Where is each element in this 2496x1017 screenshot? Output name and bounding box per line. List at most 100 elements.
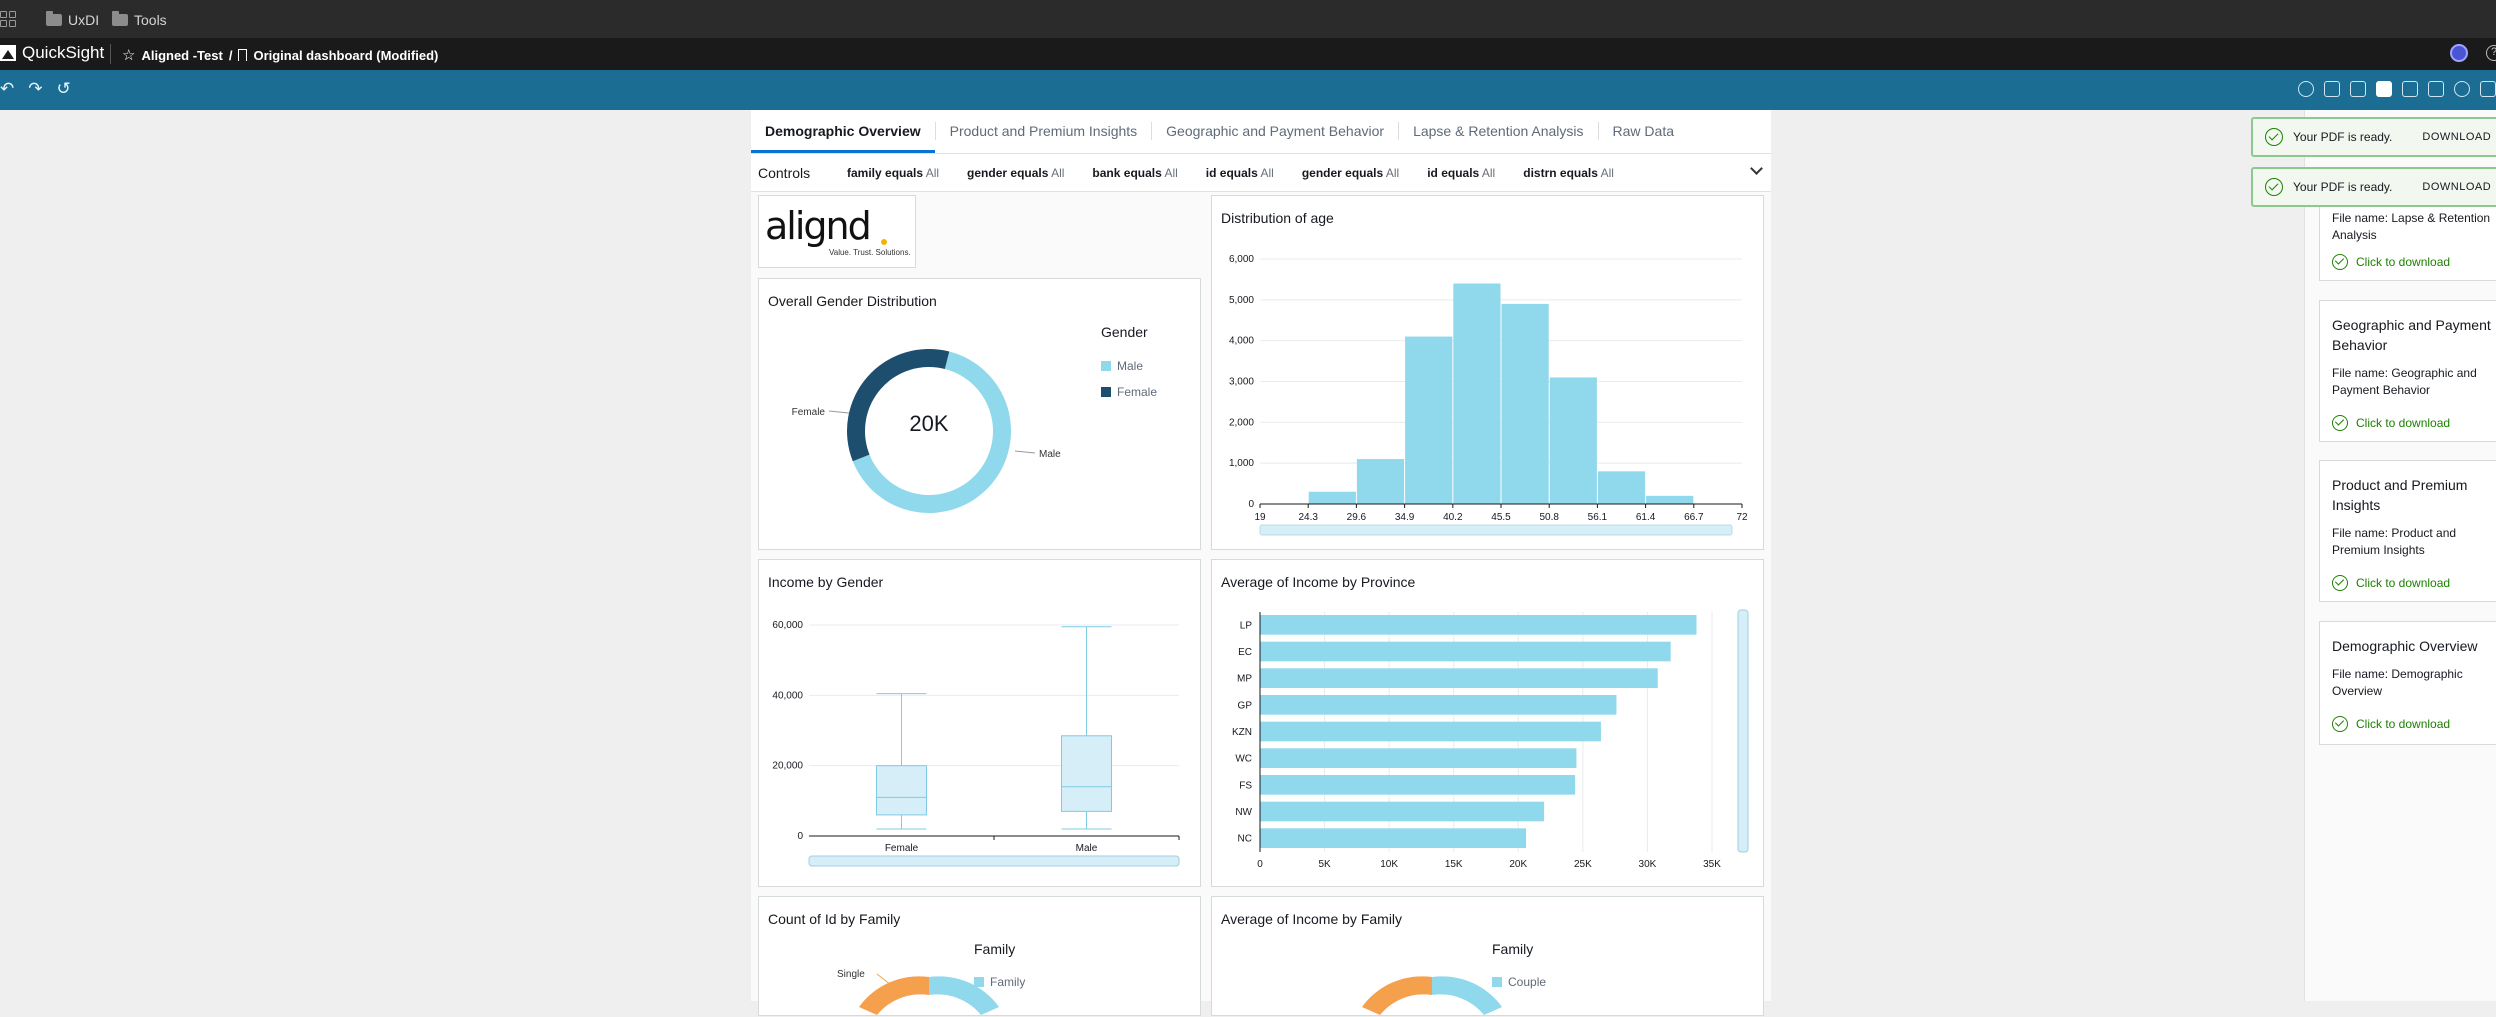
pdf-ready-toast: Your PDF is ready. DOWNLOAD (2251, 167, 2496, 207)
bookmark-label: UxDI (68, 12, 100, 28)
visual-title: Income by Gender (768, 574, 884, 590)
x-tick-label: 29.6 (1347, 512, 1367, 523)
toast-message: Your PDF is ready. (2293, 130, 2393, 144)
legend-item-female[interactable]: Female (1101, 385, 1157, 399)
x-tick-label: Male (1076, 843, 1098, 854)
reset-icon[interactable]: ↺ (56, 79, 71, 98)
download-button[interactable]: DOWNLOAD (2422, 131, 2492, 143)
control-id-2[interactable]: id equals All (1427, 165, 1496, 180)
dataset-icon[interactable] (2402, 81, 2418, 97)
histogram-bar (1356, 459, 1405, 504)
check-circle-icon (2332, 415, 2348, 431)
x-tick-label: 20K (1509, 859, 1527, 870)
legend-item-male[interactable]: Male (1101, 359, 1143, 373)
visual-title: Distribution of age (1221, 210, 1334, 226)
gender-distribution-visual[interactable]: Overall Gender Distribution 20K Female M… (758, 278, 1201, 550)
age-distribution-visual[interactable]: Distribution of age 0 1,000 2,000 3,000 4,00… (1211, 195, 1764, 550)
save-icon[interactable] (2428, 81, 2444, 97)
app-header: QuickSight ☆ Aligned -Test / Original da… (0, 38, 2496, 70)
histogram-bar (1405, 336, 1453, 504)
income-by-province-visual[interactable]: Average of Income by Province 0 5K 10K 15K 2… (1211, 559, 1764, 887)
control-bank[interactable]: bank equals All (1092, 165, 1178, 180)
x-tick-label: Female (885, 843, 919, 854)
controls-title: Controls (758, 164, 811, 181)
control-gender-2[interactable]: gender equals All (1301, 165, 1400, 180)
download-link[interactable]: Click to download (2332, 575, 2450, 591)
download-link[interactable]: Click to download (2332, 716, 2450, 732)
control-family[interactable]: family equals All (847, 165, 940, 180)
x-tick-label: 0 (1257, 859, 1263, 870)
bookmark-uxdi[interactable]: UxDI (46, 10, 99, 30)
control-gender[interactable]: gender equals All (967, 165, 1065, 180)
help-icon[interactable]: ? (2486, 45, 2496, 61)
tab-raw-data[interactable]: Raw Data (1612, 123, 1674, 139)
y-tick-label: 20,000 (772, 761, 803, 772)
download-button[interactable]: DOWNLOAD (2422, 181, 2492, 193)
y-tick-label: NC (1238, 834, 1252, 845)
legend-item-couple[interactable]: Couple (1492, 975, 1546, 989)
redo-icon[interactable]: ↷ (28, 79, 43, 98)
branch-icon[interactable] (2324, 81, 2340, 97)
apps-grid-icon[interactable] (0, 11, 16, 27)
visual-title: Average of Income by Province (1221, 574, 1416, 590)
bookmark-tools[interactable]: Tools (112, 10, 167, 30)
income-by-family-visual[interactable]: Average of Income by Family Family Coupl… (1211, 896, 1764, 1016)
control-distrn[interactable]: distrn equals All (1523, 165, 1614, 180)
y-tick-label: LP (1240, 620, 1253, 631)
count-by-family-visual[interactable]: Count of Id by Family Single Family Fami… (758, 896, 1201, 1016)
collapse-icon[interactable] (2480, 81, 2496, 97)
bookmark-toolbar-icon[interactable] (2350, 81, 2366, 97)
brand-logo-dot (881, 239, 887, 245)
chevron-down-icon[interactable] (1750, 162, 1763, 175)
success-icon (2265, 178, 2283, 196)
x-tick-label: 34.9 (1395, 512, 1415, 523)
legend-swatch (1492, 977, 1502, 987)
download-card-product: Product and Premium Insights File name: … (2319, 460, 2496, 602)
share-icon[interactable] (2454, 81, 2470, 97)
export-icon[interactable] (2376, 81, 2392, 97)
income-boxplot-chart: 0 20,000 40,000 60,000 Female Male (772, 620, 1180, 867)
tab-geographic-payment[interactable]: Geographic and Payment Behavior (1166, 123, 1385, 139)
browser-bookmarks-bar: UxDI Tools (0, 0, 2496, 38)
tab-demographic-overview[interactable]: Demographic Overview (751, 109, 935, 153)
download-link[interactable]: Click to download (2332, 415, 2450, 431)
province-bar (1260, 801, 1545, 822)
histogram-bar (1549, 377, 1597, 504)
legend-swatch (1101, 387, 1111, 397)
donut-center-label: 20K (909, 411, 948, 436)
download-link[interactable]: Click to download (2332, 254, 2450, 270)
x-tick-label: 45.5 (1491, 512, 1511, 523)
export-downloads-panel: File name: Lapse & Retention Analysis Cl… (2304, 110, 2496, 1001)
breadcrumb-analysis[interactable]: Aligned -Test (141, 47, 223, 63)
breadcrumb-dashboard[interactable]: Original dashboard (Modified) (253, 47, 439, 63)
x-tick-label: 72 (1736, 512, 1748, 523)
tab-product-premium[interactable]: Product and Premium Insights (949, 123, 1138, 139)
brand-logo-text: alignd (765, 204, 872, 248)
slice-label-male: Male (1039, 449, 1061, 460)
income-by-gender-visual[interactable]: Income by Gender 0 20,000 40,000 60,000 Fema… (758, 559, 1201, 887)
y-tick-label: 1,000 (1229, 458, 1254, 469)
legend-item-family[interactable]: Family (974, 975, 1025, 989)
tab-lapse-retention[interactable]: Lapse & Retention Analysis (1413, 123, 1584, 139)
quicksight-logo[interactable]: QuickSight (0, 43, 104, 63)
user-avatar[interactable] (2450, 44, 2468, 62)
undo-icon[interactable]: ↶ (0, 79, 15, 98)
success-icon (2265, 128, 2283, 146)
controls-bar: Controls family equals All gender equals… (751, 154, 1771, 192)
y-tick-label: 5,000 (1229, 295, 1254, 306)
y-tick-label: 40,000 (772, 690, 803, 701)
favorite-star-icon[interactable]: ☆ (122, 47, 136, 64)
y-tick-label: EC (1238, 647, 1252, 658)
pdf-ready-toast: Your PDF is ready. DOWNLOAD (2251, 117, 2496, 157)
logo-visual[interactable]: alignd Value. Trust. Solutions. (758, 195, 916, 268)
family-income-donut (1362, 976, 1502, 1015)
province-bar (1260, 695, 1617, 715)
history-icon[interactable] (2298, 81, 2314, 97)
visual-title: Count of Id by Family (768, 911, 901, 927)
app-header-actions: ? (2450, 44, 2496, 62)
tab-divider (934, 122, 936, 140)
province-bar-chart: 0 5K 10K 15K 20K 25K 30K 35K LP EC MP GP KZN WC FS NW NC (1232, 609, 1749, 870)
gender-donut-chart: 20K Female Male (792, 349, 1061, 513)
x-tick-label: 15K (1445, 859, 1463, 870)
control-id[interactable]: id equals All (1205, 165, 1274, 180)
